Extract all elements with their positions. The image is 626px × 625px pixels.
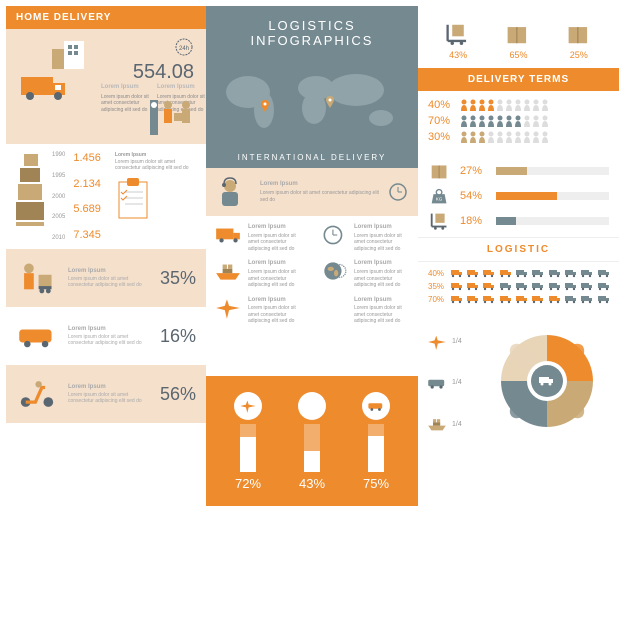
crates-icon	[298, 392, 326, 420]
map-pin-icon	[326, 96, 334, 108]
globe-icon	[320, 260, 348, 282]
terms-row: 40%	[428, 99, 609, 111]
bar-chart-section: 72%43%75%	[206, 376, 418, 506]
truck-row: 70%	[428, 294, 609, 304]
pie-chart-section: 1/4 1/4 1/4	[418, 313, 619, 453]
pct-row: Lorem IpsumLorem ipsum dolor sit amet co…	[6, 307, 206, 365]
transport-item: Lorem IpsumLorem ipsum dolor sit amet co…	[214, 297, 304, 325]
box-stat: 43%	[443, 21, 473, 60]
transport-item: Lorem IpsumLorem ipsum dolor sit amet co…	[320, 297, 410, 325]
right-column: 43% 65% 25% DELIVERY TERMS 40% 70% 30% 27% KG…	[418, 6, 619, 619]
stacked-boxes-icon	[16, 152, 44, 240]
bar-item: 43%	[285, 392, 340, 491]
kg-row: 18%	[428, 211, 609, 231]
middle-column: LOGISTICS INFOGRAPHICS INTERNATIONAL DEL…	[206, 6, 418, 619]
transport-item: Lorem IpsumLorem ipsum dolor sit amet co…	[214, 260, 304, 288]
headset-person-icon	[216, 176, 252, 208]
home-delivery-title: HOME DELIVERY	[6, 6, 206, 29]
truck-building-icon	[16, 39, 96, 134]
transport-item: Lorem IpsumLorem ipsum dolor sit amet co…	[320, 224, 410, 252]
clock-24h-icon: 24h	[174, 37, 194, 57]
terms-row: 30%	[428, 131, 609, 143]
numbers-section: 19901995200020052010 1.4562.1345.6897.34…	[6, 144, 206, 249]
pct-row: Lorem IpsumLorem ipsum dolor sit amet co…	[6, 249, 206, 307]
box-stat: 65%	[503, 21, 533, 60]
text-icon	[320, 297, 348, 319]
infographic-root: HOME DELIVERY 24h 554.08 Lorem IpsumLore…	[0, 0, 626, 625]
value-labels: 1.4562.1345.6897.345	[73, 152, 101, 241]
hero-number: 554.08	[133, 61, 194, 84]
van-icon	[16, 315, 58, 357]
transport-item: Lorem IpsumLorem ipsum dolor sit amet co…	[320, 260, 410, 288]
delivery-terms-title: DELIVERY TERMS	[418, 68, 619, 91]
chart-legend-item: 1/4	[426, 375, 481, 391]
cart-icon	[428, 211, 452, 231]
year-labels: 19901995200020052010	[52, 152, 65, 241]
kg-icon: KG	[428, 186, 452, 206]
kg-bars-section: 27% KG54% 18%	[418, 155, 619, 237]
svg-text:24h: 24h	[179, 46, 189, 52]
kg-row: 27%	[428, 161, 609, 181]
plane-icon	[234, 392, 262, 420]
logistic-title: LOGISTIC	[418, 237, 619, 262]
terms-row: 70%	[428, 115, 609, 127]
transport-item: Lorem IpsumLorem ipsum dolor sit amet co…	[214, 224, 304, 252]
delivery-people-icon	[148, 95, 198, 140]
truck-icon	[214, 224, 242, 246]
truck-rows-section: 40% 35% 70%	[418, 262, 619, 313]
clock-icon	[320, 224, 348, 246]
top-boxes-row: 43% 65% 25%	[418, 6, 619, 68]
transport-columns: Lorem IpsumLorem ipsum dolor sit amet co…	[206, 216, 418, 376]
pie-chart	[487, 321, 607, 441]
pct-row: Lorem IpsumLorem ipsum dolor sit amet co…	[6, 365, 206, 423]
bar-item: 72%	[221, 392, 276, 491]
truck-row: 40%	[428, 268, 609, 278]
home-delivery-hero: 24h 554.08 Lorem IpsumLorem ipsum dolor …	[6, 29, 206, 144]
chart-legend-item: 1/4	[426, 334, 481, 350]
van-icon	[362, 392, 390, 420]
ship-icon	[214, 260, 242, 282]
left-column: HOME DELIVERY 24h 554.08 Lorem IpsumLore…	[6, 6, 206, 619]
box-icon	[428, 161, 452, 181]
customer-service-row: Lorem IpsumLorem ipsum dolor sit amet co…	[206, 168, 418, 216]
main-title: LOGISTICS INFOGRAPHICS	[206, 6, 418, 60]
svg-text:KG: KG	[436, 197, 443, 202]
intl-delivery-label: INTERNATIONAL DELIVERY	[206, 153, 418, 162]
map-pin-icon	[261, 100, 269, 112]
plane-icon	[214, 297, 242, 319]
chart-legend-item: 1/4	[426, 416, 481, 432]
worker-icon	[16, 257, 58, 299]
bar-item: 75%	[349, 392, 404, 491]
scooter-icon	[16, 373, 58, 415]
truck-row: 35%	[428, 281, 609, 291]
clipboard-icon	[115, 178, 151, 222]
clock-icon	[388, 182, 408, 202]
delivery-terms-section: 40% 70% 30%	[418, 91, 619, 155]
kg-row: KG54%	[428, 186, 609, 206]
world-map: INTERNATIONAL DELIVERY	[206, 60, 418, 168]
box-stat: 25%	[564, 21, 594, 60]
